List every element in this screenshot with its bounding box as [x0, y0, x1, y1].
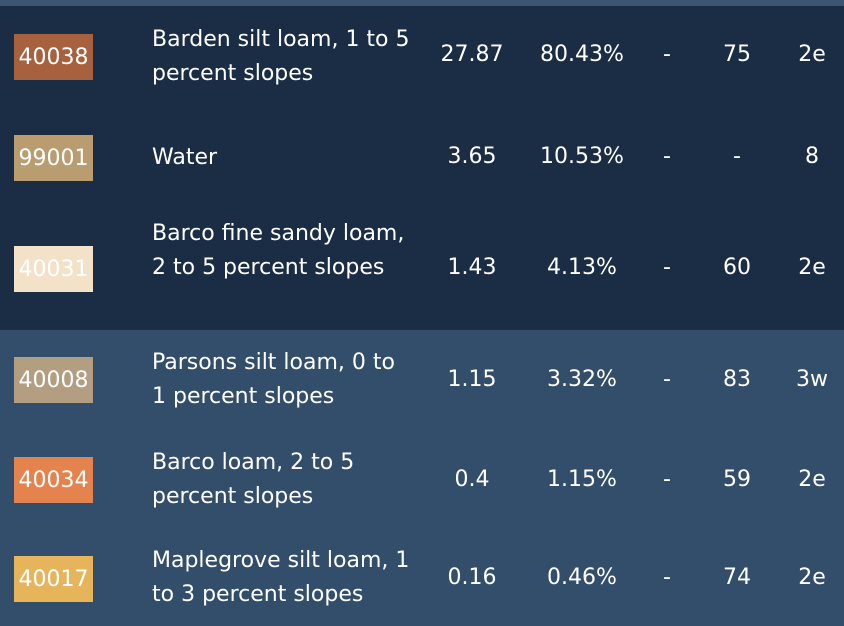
acres-value: 1.15	[447, 367, 497, 392]
productivity-value: 83	[723, 367, 751, 392]
capability-class-value: 3w	[796, 367, 828, 392]
table-row[interactable]: 40031 Barco fine sandy loam, 2 to 5 perc…	[0, 206, 844, 330]
soil-name: Maplegrove silt loam, 1 to 3 percent slo…	[152, 548, 410, 607]
soil-name: Barden silt loam, 1 to 5 percent slopes	[152, 27, 410, 86]
productivity-value: 59	[723, 467, 751, 492]
table-row[interactable]: 40038 Barden silt loam, 1 to 5 percent s…	[0, 6, 844, 108]
soil-code-swatch: 99001	[14, 135, 93, 181]
productivity-value: 75	[723, 42, 751, 67]
soil-name: Water	[152, 145, 218, 170]
percent-value: 80.43%	[540, 42, 624, 67]
acres-value: 1.43	[447, 255, 497, 280]
soil-name: Barco fine sandy loam, 2 to 5 percent sl…	[152, 221, 405, 280]
percent-value: 4.13%	[547, 255, 617, 280]
table-row[interactable]: 40034 Barco loam, 2 to 5 percent slopes …	[0, 430, 844, 530]
soil-code-swatch: 40038	[14, 34, 93, 80]
table-top-border	[0, 0, 844, 6]
empty-value: -	[663, 255, 671, 280]
table-row[interactable]: 40008 Parsons silt loam, 0 to 1 percent …	[0, 330, 844, 430]
productivity-value: -	[733, 144, 741, 169]
percent-value: 10.53%	[540, 144, 624, 169]
soil-code-swatch: 40008	[14, 357, 93, 403]
empty-value: -	[663, 144, 671, 169]
soil-code-swatch: 40031	[14, 246, 93, 292]
soil-code-swatch: 40034	[14, 457, 93, 503]
empty-value: -	[663, 367, 671, 392]
capability-class-value: 2e	[798, 467, 826, 492]
capability-class-value: 2e	[798, 565, 826, 590]
soil-table: 40038 Barden silt loam, 1 to 5 percent s…	[0, 6, 844, 626]
acres-value: 27.87	[440, 42, 504, 67]
capability-class-value: 8	[805, 144, 819, 169]
productivity-value: 60	[723, 255, 751, 280]
table-row[interactable]: 40017 Maplegrove silt loam, 1 to 3 perce…	[0, 530, 844, 626]
soil-name: Barco loam, 2 to 5 percent slopes	[152, 450, 355, 509]
acres-value: 0.16	[447, 565, 497, 590]
percent-value: 1.15%	[547, 467, 617, 492]
percent-value: 3.32%	[547, 367, 617, 392]
productivity-value: 74	[723, 565, 751, 590]
capability-class-value: 2e	[798, 255, 826, 280]
empty-value: -	[663, 565, 671, 590]
acres-value: 3.65	[447, 144, 497, 169]
soil-code-swatch: 40017	[14, 556, 93, 602]
acres-value: 0.4	[454, 467, 490, 492]
soil-name: Parsons silt loam, 0 to 1 percent slopes	[152, 350, 395, 409]
percent-value: 0.46%	[547, 565, 617, 590]
empty-value: -	[663, 467, 671, 492]
empty-value: -	[663, 42, 671, 67]
table-row[interactable]: 99001 Water 3.65 10.53% - - 8	[0, 108, 844, 206]
capability-class-value: 2e	[798, 42, 826, 67]
